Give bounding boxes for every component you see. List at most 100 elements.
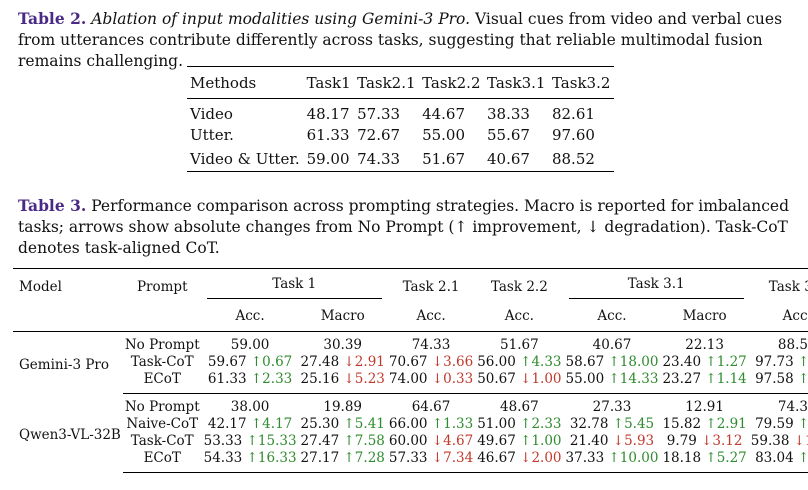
score-value: 27.17 xyxy=(300,450,340,466)
score-value: 54.33 xyxy=(203,450,243,466)
delta-up: ↑5.20 xyxy=(798,416,808,432)
t3-sub-acc: Acc. xyxy=(201,304,299,332)
delta-up: ↑15.33 xyxy=(246,433,297,449)
t2-cell: 88.52 xyxy=(548,147,614,172)
score-value: 23.27 xyxy=(662,371,702,387)
score-cell: 83.04 ↑8.65 xyxy=(748,450,808,473)
delta-up: ↑4.17 xyxy=(250,416,293,432)
t2-cell: 55.67 xyxy=(487,126,530,144)
table3-label: Table 3. xyxy=(18,196,87,215)
score-cell: 46.67 ↓2.00 xyxy=(475,450,564,473)
t2-cell: 55.00 xyxy=(422,126,466,144)
score-cell: 30.39 xyxy=(299,332,387,355)
score-value: 59.00 xyxy=(230,337,270,353)
delta-up: ↑1.33 xyxy=(431,416,474,432)
t2-col-task1: Task1 xyxy=(303,66,355,99)
delta-up: ↑4.33 xyxy=(520,354,562,370)
table-row: Gemini-3 Pro No Prompt 59.00 30.39 74.33 51.6… xyxy=(13,332,808,373)
t3-sub-macro: Macro xyxy=(660,304,749,332)
score-cell: 88.52 xyxy=(749,332,808,355)
t2-cell: 38.33 xyxy=(487,105,530,123)
table-row: ECoT 61.33 ↑2.33 25.16 ↓5.23 74.00 ↓0.33 50.… xyxy=(13,371,808,394)
t2-cell: 57.33 xyxy=(357,105,401,123)
score-value: 37.33 xyxy=(565,450,605,466)
score-cell: 64.67 xyxy=(387,394,475,417)
score-cell: 74.33 xyxy=(387,332,475,355)
delta-up: ↑9.21 xyxy=(798,354,808,370)
score-cell: 60.00 ↓4.67 xyxy=(387,433,475,450)
t3-col-task32: Task 3.2 xyxy=(748,268,808,304)
delta-down: ↓2.00 xyxy=(520,450,562,466)
table-row: Task-CoT 53.33 ↑15.33 27.47 ↑7.58 60.00 ↓4.… xyxy=(13,433,808,450)
score-value: 25.16 xyxy=(300,371,340,387)
t2-col-task32: Task3.2 xyxy=(548,66,614,99)
t3-header-row: Model Prompt Task 1 Task 2.1 Task 2.2 Ta… xyxy=(13,268,808,304)
delta-up: ↑14.33 xyxy=(608,371,659,387)
table2-caption-text: Visual cues from video and verbal cues f… xyxy=(18,10,783,70)
delta-down: ↓5.93 xyxy=(612,433,655,449)
delta-up: ↑8.65 xyxy=(798,450,808,466)
score-cell: 27.48 ↓2.91 xyxy=(299,354,387,371)
prompt-name: Task-CoT xyxy=(130,354,194,370)
delta-up: ↑1.14 xyxy=(705,371,747,387)
delta-up: ↑9.06 xyxy=(798,371,808,387)
prompt-name: ECoT xyxy=(122,450,202,473)
t3-col-task1: Task 1 xyxy=(201,268,387,304)
score-cell: 32.78 ↑5.45 xyxy=(564,416,661,433)
score-value: 12.91 xyxy=(685,399,724,415)
score-cell: 49.67 ↑1.00 xyxy=(475,433,563,450)
t2-row-utter: Utter. 61.33 72.67 55.00 55.67 97.60 xyxy=(187,123,614,147)
table-row: Naive-CoT 42.17 ↑4.17 25.30 ↑5.41 66.00 ↑1.… xyxy=(13,416,808,433)
prompt-name: Task-CoT xyxy=(130,433,194,449)
score-value: 40.67 xyxy=(592,337,632,353)
score-value: 66.00 xyxy=(388,416,428,432)
model-name: Qwen3-VL-32B xyxy=(19,427,121,443)
score-value: 58.67 xyxy=(565,354,605,370)
score-cell: 66.00 ↑1.33 xyxy=(387,416,475,433)
prompt-name: No Prompt xyxy=(124,337,200,353)
score-cell: 97.58 ↑9.06 xyxy=(748,371,808,394)
delta-up: ↑1.27 xyxy=(705,354,747,370)
table2: Methods Task1 Task2.1 Task2.2 Task3.1 Ta… xyxy=(187,66,614,172)
delta-down: ↓2.91 xyxy=(343,354,385,370)
score-value: 23.40 xyxy=(662,354,702,370)
score-cell: 59.00 xyxy=(202,332,299,355)
score-cell: 42.17 ↑4.17 xyxy=(202,416,299,433)
score-cell: 59.67 ↑0.67 xyxy=(202,354,299,371)
t3-sub-acc: Acc. xyxy=(386,304,476,332)
score-value: 15.82 xyxy=(662,416,702,432)
t3-col-model: Model xyxy=(13,268,123,304)
score-value: 60.00 xyxy=(388,433,428,449)
score-value: 9.79 xyxy=(666,433,697,449)
prompt-name: No Prompt xyxy=(124,399,200,415)
score-cell: 40.67 xyxy=(564,332,661,355)
delta-up: ↑2.33 xyxy=(250,371,293,387)
table3-caption-text: Performance comparison across prompting … xyxy=(18,197,790,257)
score-value: 79.59 xyxy=(755,416,794,432)
score-value: 32.78 xyxy=(569,416,609,432)
score-cell: 37.33 ↑10.00 xyxy=(563,450,661,473)
score-value: 61.33 xyxy=(207,371,247,387)
t2-cell: Utter. xyxy=(190,126,234,144)
delta-up: ↑2.33 xyxy=(520,416,562,432)
t2-cell: 61.33 xyxy=(306,126,350,144)
t2-cell: 72.67 xyxy=(357,126,401,144)
table3-caption: Table 3. Performance comparison across p… xyxy=(18,195,790,259)
score-cell: 19.89 xyxy=(299,394,387,417)
score-cell: 51.67 xyxy=(475,332,563,355)
score-value: 97.73 xyxy=(755,354,794,370)
t2-cell: Video & Utter. xyxy=(187,147,304,172)
score-cell: 56.00 ↑4.33 xyxy=(475,354,563,371)
table2-title: Ablation of input modalities using Gemin… xyxy=(91,10,471,28)
model-name: Gemini-3 Pro xyxy=(19,356,110,373)
t2-cell: 74.33 xyxy=(354,147,420,172)
table2-label: Table 2. xyxy=(18,9,87,28)
score-cell: 53.33 ↑15.33 xyxy=(202,433,299,450)
score-value: 49.67 xyxy=(477,433,516,449)
score-cell: 15.82 ↑2.91 xyxy=(660,416,748,433)
score-cell: 57.33 ↓7.34 xyxy=(386,450,476,473)
score-cell: 9.79 ↓3.12 xyxy=(660,433,748,450)
t2-col-task31: Task3.1 xyxy=(484,66,549,99)
score-value: 88.52 xyxy=(777,337,808,353)
delta-up: ↑16.33 xyxy=(246,450,297,466)
